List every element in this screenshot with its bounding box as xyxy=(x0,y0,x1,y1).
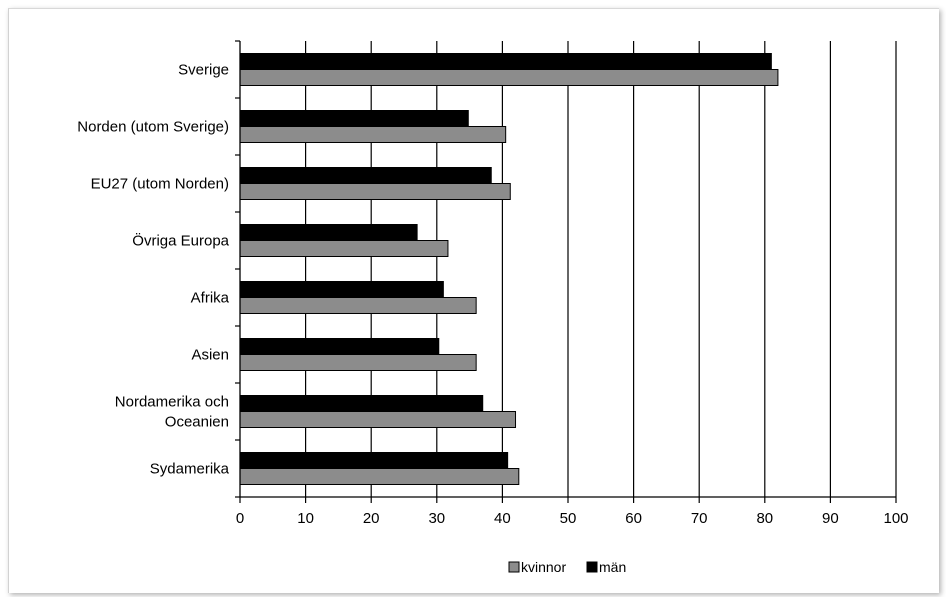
category-label: Nordamerika och xyxy=(115,394,229,411)
legend-label: män xyxy=(599,559,626,575)
legend-swatch xyxy=(508,561,520,573)
category-label: Övriga Europa xyxy=(132,232,229,250)
bar-man xyxy=(239,110,469,127)
legend-swatch xyxy=(586,561,598,573)
bar-man xyxy=(239,395,484,412)
legend: kvinnor män xyxy=(508,559,626,575)
bar-man xyxy=(239,452,509,469)
bar-man xyxy=(239,167,492,184)
category-labels: Sverige Norden (utom Sverige) EU27 (utom N… xyxy=(77,62,229,478)
bars xyxy=(239,53,779,485)
x-tick-label: 20 xyxy=(363,510,380,527)
legend-label: kvinnor xyxy=(521,559,566,575)
x-tick-label: 40 xyxy=(494,510,511,527)
x-tick-label: 60 xyxy=(625,510,642,527)
bar-kvinnor xyxy=(239,240,449,257)
gridlines xyxy=(305,41,897,497)
x-tick-label: 90 xyxy=(822,510,839,527)
bar-kvinnor xyxy=(239,411,517,428)
bar-kvinnor xyxy=(239,468,520,485)
bar-man xyxy=(239,281,444,298)
category-label: Oceanien xyxy=(165,414,229,431)
bar-man xyxy=(239,53,772,70)
x-tick-label: 0 xyxy=(236,510,244,527)
bar-kvinnor xyxy=(239,69,779,86)
x-tick-label: 80 xyxy=(756,510,773,527)
x-tick-labels: 0 10 20 30 40 50 60 70 80 90 100 xyxy=(236,510,909,527)
x-tick-label: 70 xyxy=(691,510,708,527)
category-label: Sydamerika xyxy=(150,461,230,478)
bar-man xyxy=(239,224,418,241)
axes xyxy=(235,40,897,503)
bar-kvinnor xyxy=(239,297,477,314)
bar-man xyxy=(239,338,440,355)
bar-chart: Sverige Norden (utom Sverige) EU27 (utom N… xyxy=(77,40,909,575)
category-label: Norden (utom Sverige) xyxy=(77,119,229,136)
bar-kvinnor xyxy=(239,183,511,200)
category-label: Afrika xyxy=(191,290,230,307)
x-tick-label: 100 xyxy=(883,510,908,527)
bar-kvinnor xyxy=(239,126,507,143)
x-tick-label: 30 xyxy=(428,510,445,527)
category-label: Asien xyxy=(191,347,229,364)
x-tick-label: 10 xyxy=(297,510,314,527)
bar-kvinnor xyxy=(239,354,477,371)
category-label: EU27 (utom Norden) xyxy=(91,176,229,193)
x-tick-label: 50 xyxy=(560,510,577,527)
category-label: Sverige xyxy=(178,62,229,79)
chart-frame: Sverige Norden (utom Sverige) EU27 (utom N… xyxy=(8,8,939,593)
